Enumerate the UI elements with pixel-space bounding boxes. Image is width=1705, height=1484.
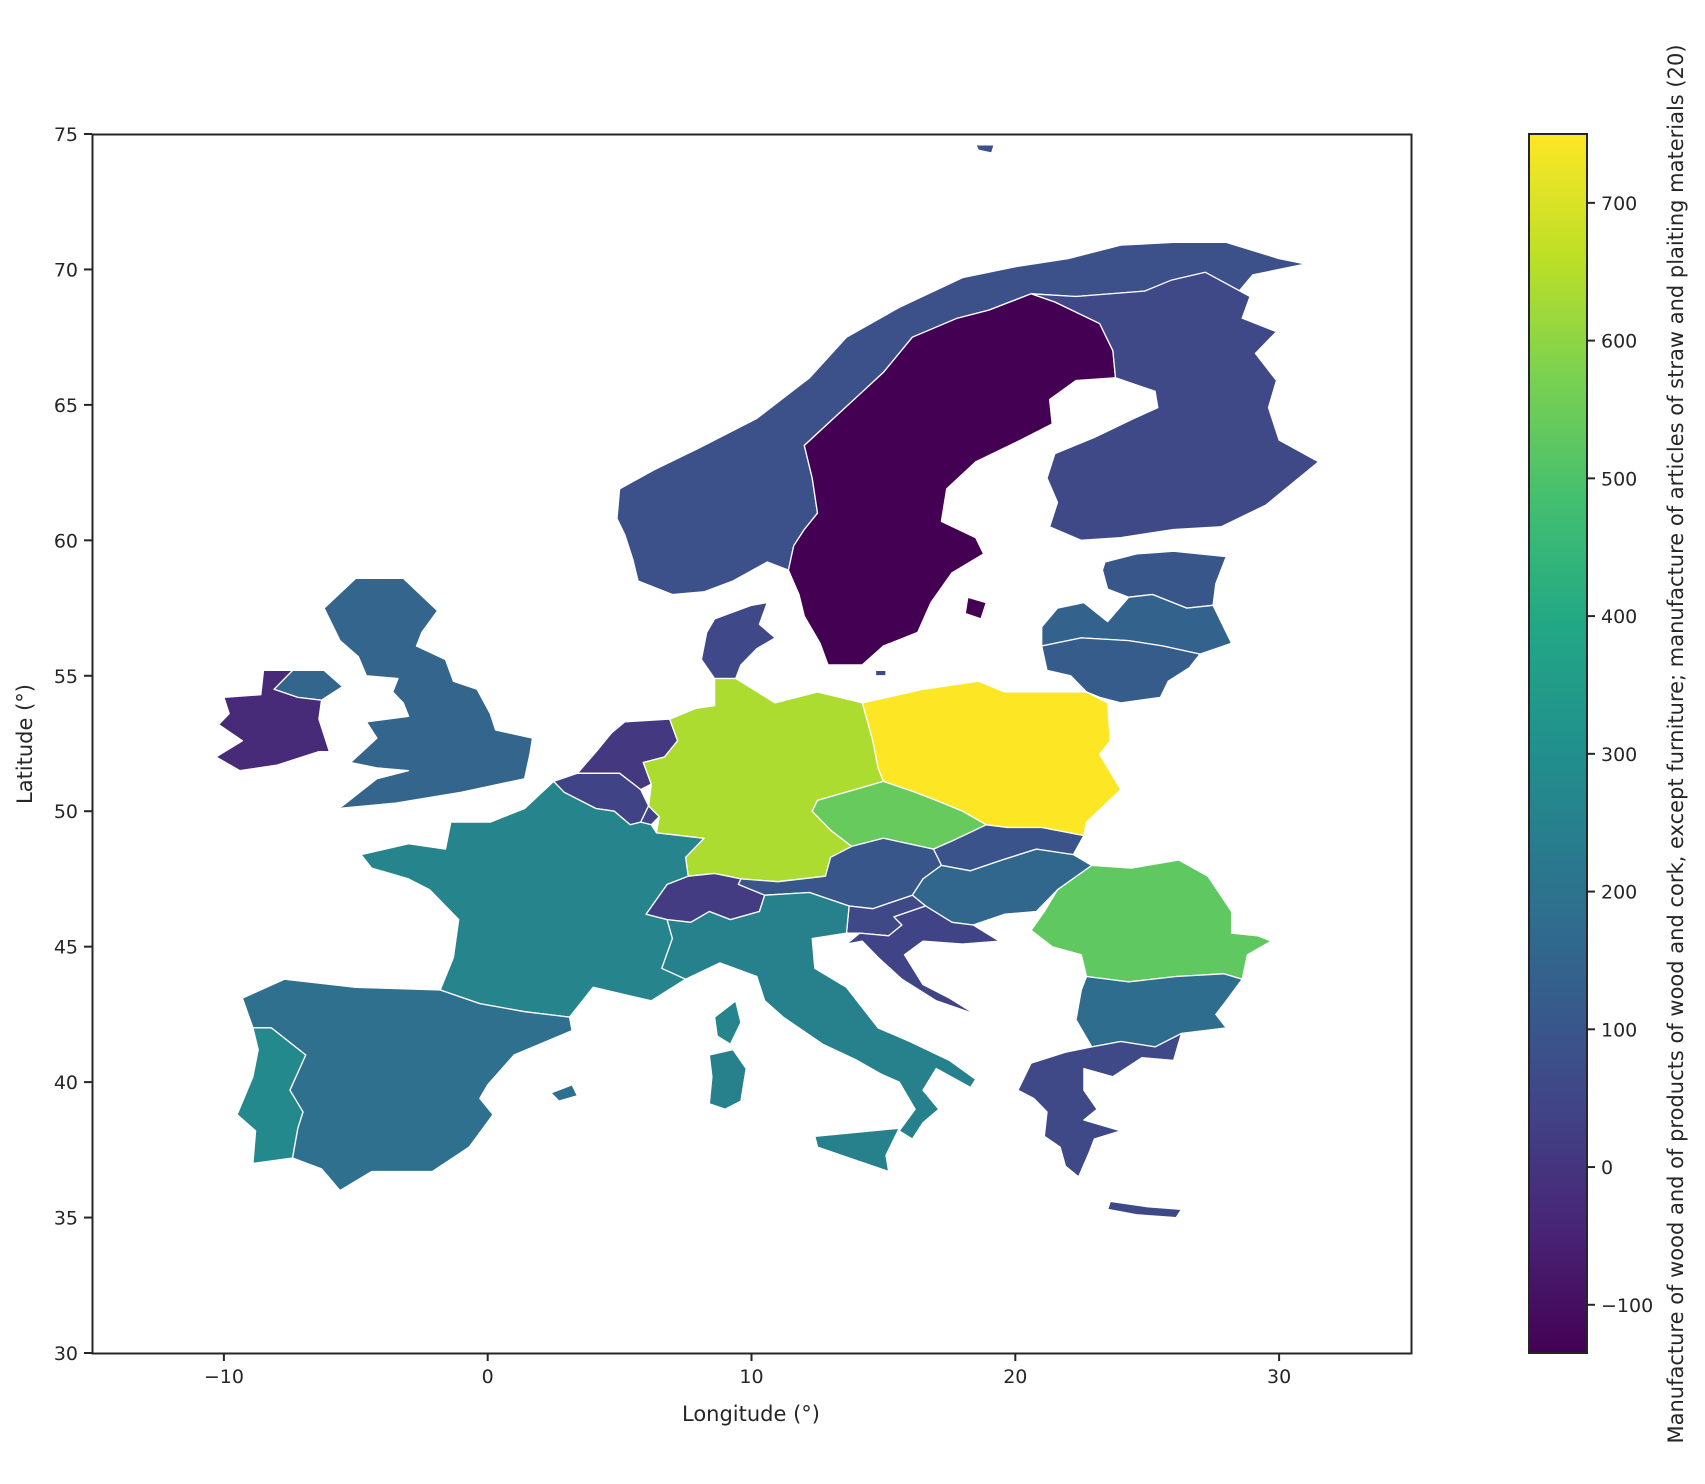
region-romania	[1030, 859, 1272, 983]
y-tick-label: 40	[54, 1072, 78, 1094]
region-gotland	[964, 596, 987, 620]
x-tick-label: 30	[1267, 1366, 1291, 1388]
y-axis: 30 35 40 45 50 55 60 65 70 75	[54, 124, 92, 1365]
region-balearic-islands	[550, 1084, 579, 1102]
region-bornholm	[874, 669, 887, 677]
y-axis-label: Latitude (°)	[13, 684, 37, 804]
region-ireland	[215, 669, 331, 772]
x-axis-label: Longitude (°)	[682, 1402, 820, 1426]
region-portugal	[236, 1027, 307, 1165]
region-svalbard	[975, 144, 995, 154]
region-lithuania	[1041, 637, 1201, 704]
region-sicily	[814, 1127, 900, 1173]
region-sweden	[787, 293, 1117, 666]
region-denmark	[700, 601, 776, 680]
colorbar-label: Manufacture of wood and of products of w…	[1664, 44, 1688, 1443]
region-finland	[1030, 271, 1320, 541]
region-croatia	[845, 905, 1001, 1016]
y-tick-label: 60	[54, 530, 78, 552]
colorbar-tick-label: −100	[1601, 1295, 1653, 1317]
colorbar-tick-label: 100	[1601, 1019, 1637, 1041]
region-corsica	[713, 1000, 742, 1045]
y-tick-label: 45	[54, 937, 78, 959]
colorbar-ticks: −100 0 100 200 300 400 500 600 700	[1587, 193, 1653, 1317]
x-tick-label: 10	[739, 1366, 763, 1388]
y-tick-label: 50	[54, 801, 78, 823]
region-bulgaria	[1075, 973, 1243, 1048]
colorbar-tick-label: 500	[1601, 468, 1637, 490]
y-tick-label: 65	[54, 395, 78, 417]
x-axis: −10 0 10 20 30	[204, 1353, 1291, 1388]
x-tick-label: 0	[482, 1366, 494, 1388]
y-tick-label: 35	[54, 1208, 78, 1230]
y-tick-label: 70	[54, 259, 78, 281]
colorbar-tick-label: 200	[1601, 882, 1637, 904]
colorbar-tick-label: 300	[1601, 744, 1637, 766]
y-tick-label: 75	[54, 124, 78, 146]
x-tick-label: −10	[204, 1366, 244, 1388]
region-crete	[1106, 1200, 1183, 1219]
region-sardinia	[708, 1048, 747, 1110]
colorbar-tick-label: 400	[1601, 606, 1637, 628]
colorbar-tick-label: 600	[1601, 331, 1637, 353]
region-greece	[1017, 1032, 1183, 1178]
colorbar	[1528, 133, 1588, 1354]
region-france	[360, 780, 705, 1018]
y-tick-label: 30	[54, 1343, 78, 1365]
colorbar-tick-label: 700	[1601, 193, 1637, 215]
region-italy	[661, 891, 977, 1140]
map-area	[215, 144, 1320, 1219]
region-united-kingdom	[323, 577, 534, 810]
y-tick-label: 55	[54, 666, 78, 688]
x-tick-label: 20	[1003, 1366, 1027, 1388]
colorbar-tick-label: 0	[1601, 1157, 1613, 1179]
